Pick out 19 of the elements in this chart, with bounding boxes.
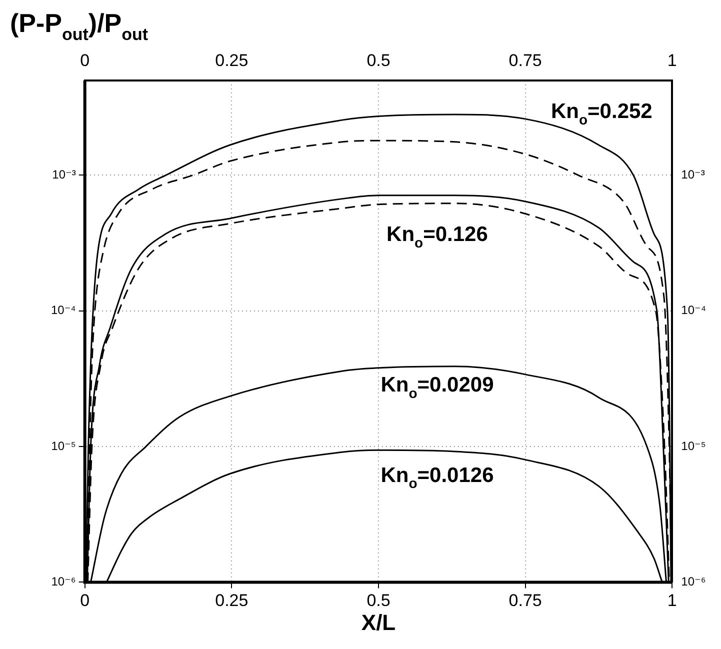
y-tick-label: 10⁻³: [52, 168, 76, 182]
y-tick-label: 10⁻⁵: [51, 438, 76, 453]
y-tick-label: 10⁻⁶: [51, 574, 76, 589]
text: 10⁻⁵: [681, 438, 706, 453]
x-tick-label: 0.5: [366, 591, 390, 610]
text: 10⁻⁴: [681, 303, 706, 318]
x-tick-label: 0.25: [215, 591, 248, 610]
x2-tick-label: 0.25: [215, 50, 248, 70]
x-tick-label: 0.75: [508, 591, 542, 610]
y-tick-label: 10⁻⁴: [50, 303, 76, 318]
x2-tick-label: 0.5: [366, 50, 390, 70]
x-tick-label: 1: [667, 591, 677, 610]
x2-tick-label: 0.75: [508, 50, 542, 70]
x-tick-label: 0: [80, 591, 90, 610]
text: 10⁻⁶: [681, 574, 706, 589]
text: 10⁻³: [681, 168, 705, 182]
x2-tick-label: 1: [667, 50, 677, 70]
x2-tick-label: 0: [80, 50, 90, 70]
x-axis-title: X/L: [361, 610, 396, 635]
